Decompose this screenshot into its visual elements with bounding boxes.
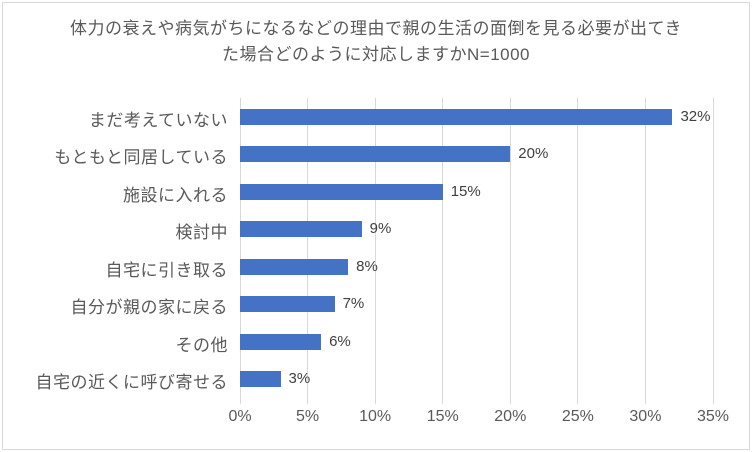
bar xyxy=(240,371,281,388)
x-axis-label: 35% xyxy=(696,408,730,425)
x-axis-label: 5% xyxy=(296,408,320,425)
chart-title: 体力の衰えや病気がちになるなどの理由で親の生活の面倒を見る必要が出てき た場合ど… xyxy=(0,16,752,68)
category-label: 自分が親の家に戻る xyxy=(70,298,228,318)
gridline xyxy=(374,98,376,398)
bar xyxy=(240,333,322,350)
category-label: 自宅の近くに呼び寄せる xyxy=(35,373,228,393)
x-axis-label: 30% xyxy=(629,408,662,425)
axis-tick xyxy=(374,398,376,404)
gridline xyxy=(577,98,579,398)
x-axis-label: 15% xyxy=(426,408,459,425)
data-label: 8% xyxy=(356,257,378,275)
chart-title-line-2: た場合どのように対応しますかN=1000 xyxy=(221,45,531,64)
axis-tick xyxy=(509,398,511,404)
bar xyxy=(240,258,349,275)
gridline xyxy=(307,98,309,398)
x-axis-label: 20% xyxy=(494,408,527,425)
category-label: 自宅に引き取る xyxy=(105,260,228,280)
data-label: 3% xyxy=(288,370,311,388)
category-label: 施設に入れる xyxy=(123,185,228,205)
axis-tick xyxy=(239,398,241,404)
bar xyxy=(240,221,362,238)
chart-title-line-1: 体力の衰えや病気がちになるなどの理由で親の生活の面倒を見る必要が出てき xyxy=(70,19,682,38)
x-axis-label: 10% xyxy=(359,408,392,425)
axis-tick xyxy=(577,398,579,404)
data-label: 6% xyxy=(329,332,351,350)
bar xyxy=(240,296,335,313)
bar xyxy=(240,108,673,125)
gridline xyxy=(509,98,511,398)
category-label: もともと同居している xyxy=(54,148,228,168)
data-label: 32% xyxy=(680,107,711,125)
category-label: 検討中 xyxy=(175,223,228,243)
data-label: 15% xyxy=(450,182,481,200)
x-axis-label: 0% xyxy=(228,408,252,425)
data-label: 20% xyxy=(518,145,549,163)
bar xyxy=(240,183,443,200)
gridline xyxy=(712,98,714,398)
category-label: その他 xyxy=(175,335,228,355)
x-axis-label: 25% xyxy=(561,408,594,425)
data-label: 9% xyxy=(369,220,392,238)
gridline xyxy=(442,98,444,398)
axis-tick xyxy=(644,398,646,404)
axis-tick xyxy=(307,398,309,404)
axis-tick xyxy=(712,398,714,404)
gridline xyxy=(239,98,241,398)
axis-tick xyxy=(442,398,444,404)
bar xyxy=(240,146,511,163)
gridline xyxy=(644,98,646,398)
data-label: 7% xyxy=(342,295,365,313)
category-label: まだ考えていない xyxy=(88,110,228,130)
